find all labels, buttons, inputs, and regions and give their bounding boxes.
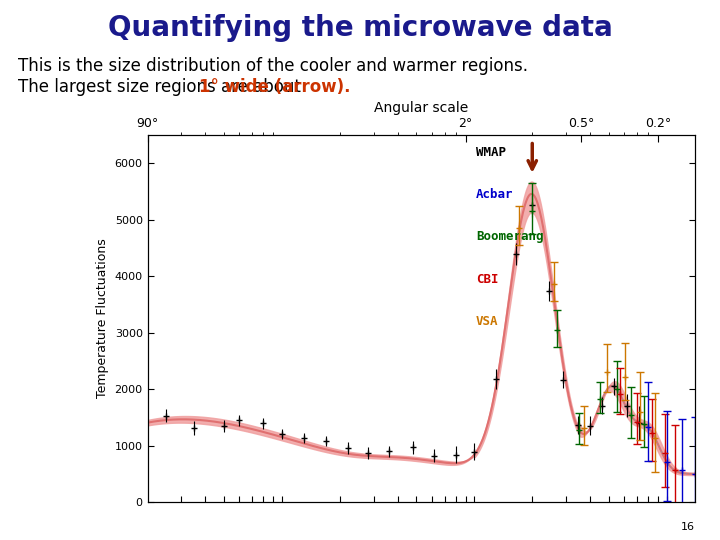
Text: CBI: CBI — [476, 273, 498, 286]
Text: This is the size distribution of the cooler and warmer regions.: This is the size distribution of the coo… — [18, 57, 528, 75]
Text: WMAP: WMAP — [476, 146, 506, 159]
Y-axis label: Temperature Fluctuations: Temperature Fluctuations — [96, 239, 109, 399]
Text: Quantifying the microwave data: Quantifying the microwave data — [107, 14, 613, 42]
Text: 1° wide (arrow).: 1° wide (arrow). — [199, 78, 351, 96]
Text: 16: 16 — [681, 522, 695, 532]
Text: Boomerang: Boomerang — [476, 231, 544, 244]
Text: VSA: VSA — [476, 315, 498, 328]
Text: Acbar: Acbar — [476, 188, 513, 201]
Text: The largest size regions are about: The largest size regions are about — [18, 78, 306, 96]
X-axis label: Angular scale: Angular scale — [374, 100, 468, 114]
